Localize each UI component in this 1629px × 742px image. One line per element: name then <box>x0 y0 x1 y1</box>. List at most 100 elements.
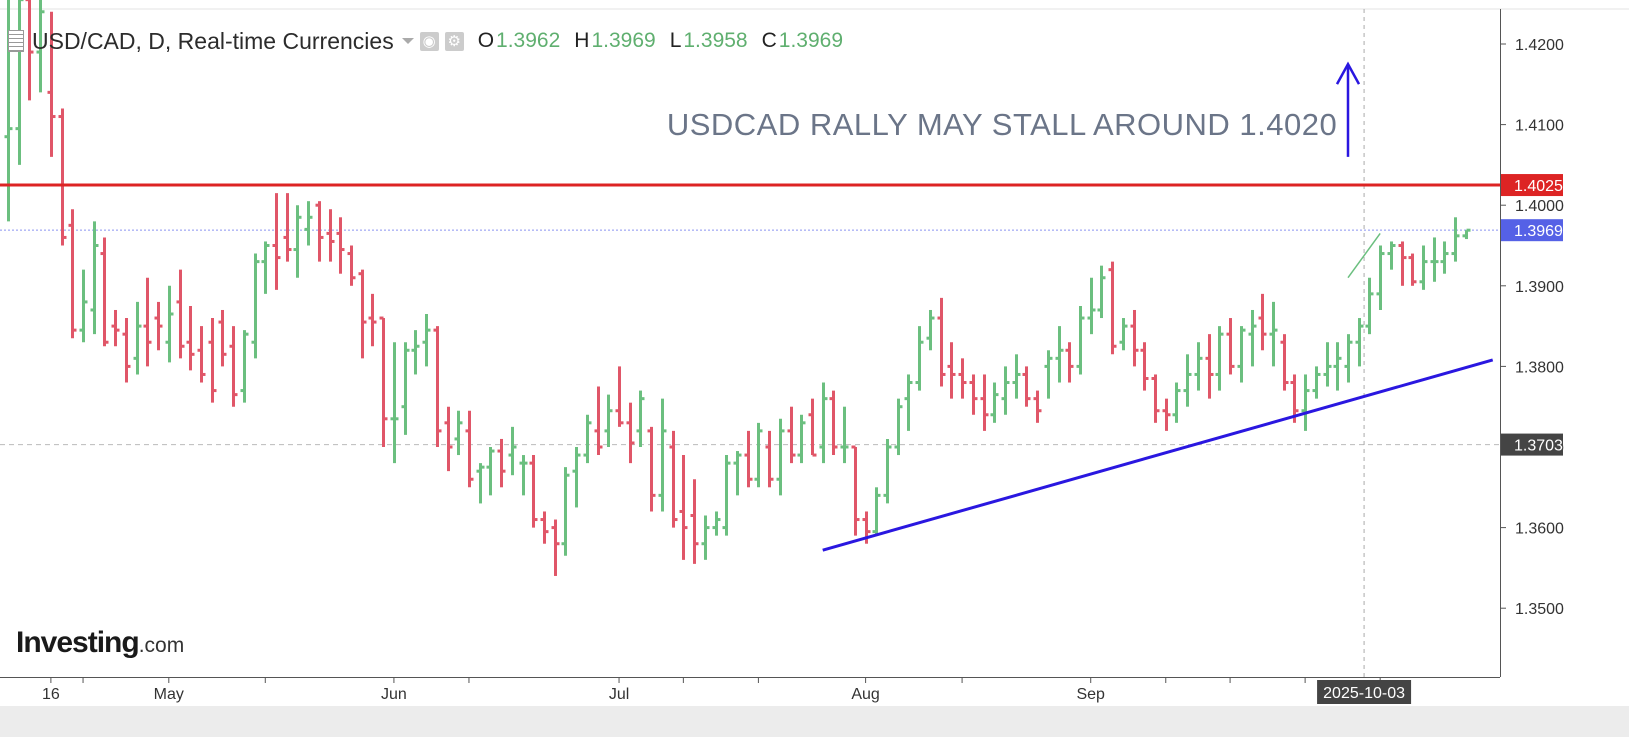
ohlc-bar <box>58 108 67 246</box>
ohlc-bar <box>561 467 570 556</box>
x-tick-label: Jul <box>609 686 629 703</box>
ohlc-bar <box>1451 217 1460 262</box>
ohlc-bar <box>551 519 560 576</box>
ohlc-bar <box>647 426 656 512</box>
ohlc-bar <box>572 447 581 508</box>
ohlc-bar <box>476 463 485 504</box>
ohlc-bar <box>240 330 249 403</box>
ohlc-bar <box>15 0 24 165</box>
ohlc-bar <box>1130 309 1139 367</box>
ohlc-bar <box>1355 318 1364 367</box>
eye-icon[interactable]: ◉ <box>419 31 439 51</box>
ohlc-bar <box>4 0 13 222</box>
ohlc-bar <box>669 430 678 528</box>
ohlc-bar <box>894 398 903 456</box>
ohlc-bar <box>358 269 367 359</box>
ohlc-bar <box>411 330 420 375</box>
ohlc-bar <box>79 269 88 343</box>
ohlc-bar <box>326 209 335 262</box>
ohlc-bar <box>444 406 453 472</box>
ohlc-bar <box>1033 390 1042 423</box>
ascending-trendline <box>822 358 1494 552</box>
ohlc-bar <box>133 301 142 375</box>
ohlc-bar <box>90 221 99 335</box>
ohlc-bar <box>926 309 935 351</box>
ohlc-bar <box>958 358 967 399</box>
ohlc-bar <box>1022 366 1031 407</box>
menu-icon[interactable] <box>8 30 24 52</box>
ohlc-bar <box>1205 334 1214 399</box>
ohlc-bar <box>229 326 238 407</box>
ohlc-bar <box>679 455 688 560</box>
ohlc-bars <box>4 0 1471 576</box>
ohlc-bar <box>1408 253 1417 286</box>
ohlc-bar <box>1151 374 1160 423</box>
caret-down-icon[interactable] <box>401 38 414 44</box>
ohlc-bar <box>1162 398 1171 431</box>
support-price-label: 1.3703 <box>1514 438 1563 455</box>
ohlc-bar <box>765 430 774 488</box>
x-tick-label: 16 <box>42 686 60 703</box>
ohlc-bar <box>722 455 731 536</box>
ohlc-bar <box>401 342 410 435</box>
ohlc-bar <box>733 451 742 496</box>
ohlc-bar <box>1344 334 1353 383</box>
ohlc-bar <box>615 366 624 427</box>
x-tick-label: Sep <box>1076 686 1105 703</box>
ohlc-bar <box>218 309 227 367</box>
ohlc-bar <box>197 326 206 383</box>
ohlc-bar <box>1280 334 1289 391</box>
y-tick-label: 1.4100 <box>1515 118 1564 135</box>
ohlc-bar <box>872 487 881 536</box>
ohlc-bar <box>1012 354 1021 399</box>
ohlc-bar <box>143 277 152 367</box>
bottom-strip <box>0 706 1629 737</box>
ohlc-bar <box>293 205 302 278</box>
ohlc-bar <box>283 193 292 262</box>
gear-icon[interactable]: ⚙ <box>444 31 464 51</box>
minor-trendline <box>1347 232 1381 279</box>
ohlc-bar <box>1237 326 1246 383</box>
ohlc-bar <box>111 309 120 347</box>
ohlc-bar <box>626 402 635 464</box>
resistance-price-label: 1.4025 <box>1514 178 1563 195</box>
ohlc-bar <box>165 285 174 363</box>
y-tick-label: 1.3500 <box>1515 601 1564 618</box>
ohlc-bar <box>1226 318 1235 375</box>
ohlc-bar <box>1301 374 1310 431</box>
ohlc-bar <box>754 422 763 488</box>
ohlc-bar <box>937 297 946 387</box>
ohlc-bar <box>390 342 399 464</box>
ohlc-bar <box>1119 318 1128 351</box>
ohlc-bar <box>1312 366 1321 399</box>
ohlc-bar <box>208 318 217 403</box>
ohlc-bar <box>1376 245 1385 310</box>
ohlc-bar <box>980 374 989 431</box>
ohlc-bar <box>1055 326 1064 383</box>
ohlc-bar <box>433 326 442 447</box>
ohlc-bar <box>1140 342 1149 391</box>
ohlc-bar <box>176 269 185 359</box>
ohlc-bar <box>594 386 603 456</box>
ohlc-bar <box>1419 245 1428 290</box>
ohlc-bar <box>497 438 506 488</box>
ohlc-bar <box>1044 350 1053 399</box>
ohlc-bar <box>1001 366 1010 415</box>
symbol-title[interactable]: USD/CAD, D, Real-time Currencies <box>32 27 394 54</box>
ohlc-bar <box>1097 265 1106 319</box>
ohlc-bar <box>1065 342 1074 383</box>
ohlc-bar <box>519 455 528 496</box>
ohlc-bar <box>315 201 324 262</box>
ohlc-bar <box>1172 382 1181 423</box>
ohlc-low: L1.3958 <box>669 29 748 52</box>
current-date-label: 2025-10-03 <box>1323 685 1405 702</box>
ohlc-bar <box>1333 342 1342 391</box>
ohlc-high: H1.3969 <box>574 29 656 52</box>
ohlc-bar <box>969 374 978 415</box>
ohlc-bar <box>1430 237 1439 282</box>
ohlc-bar <box>915 326 924 391</box>
ohlc-bar <box>787 406 796 464</box>
